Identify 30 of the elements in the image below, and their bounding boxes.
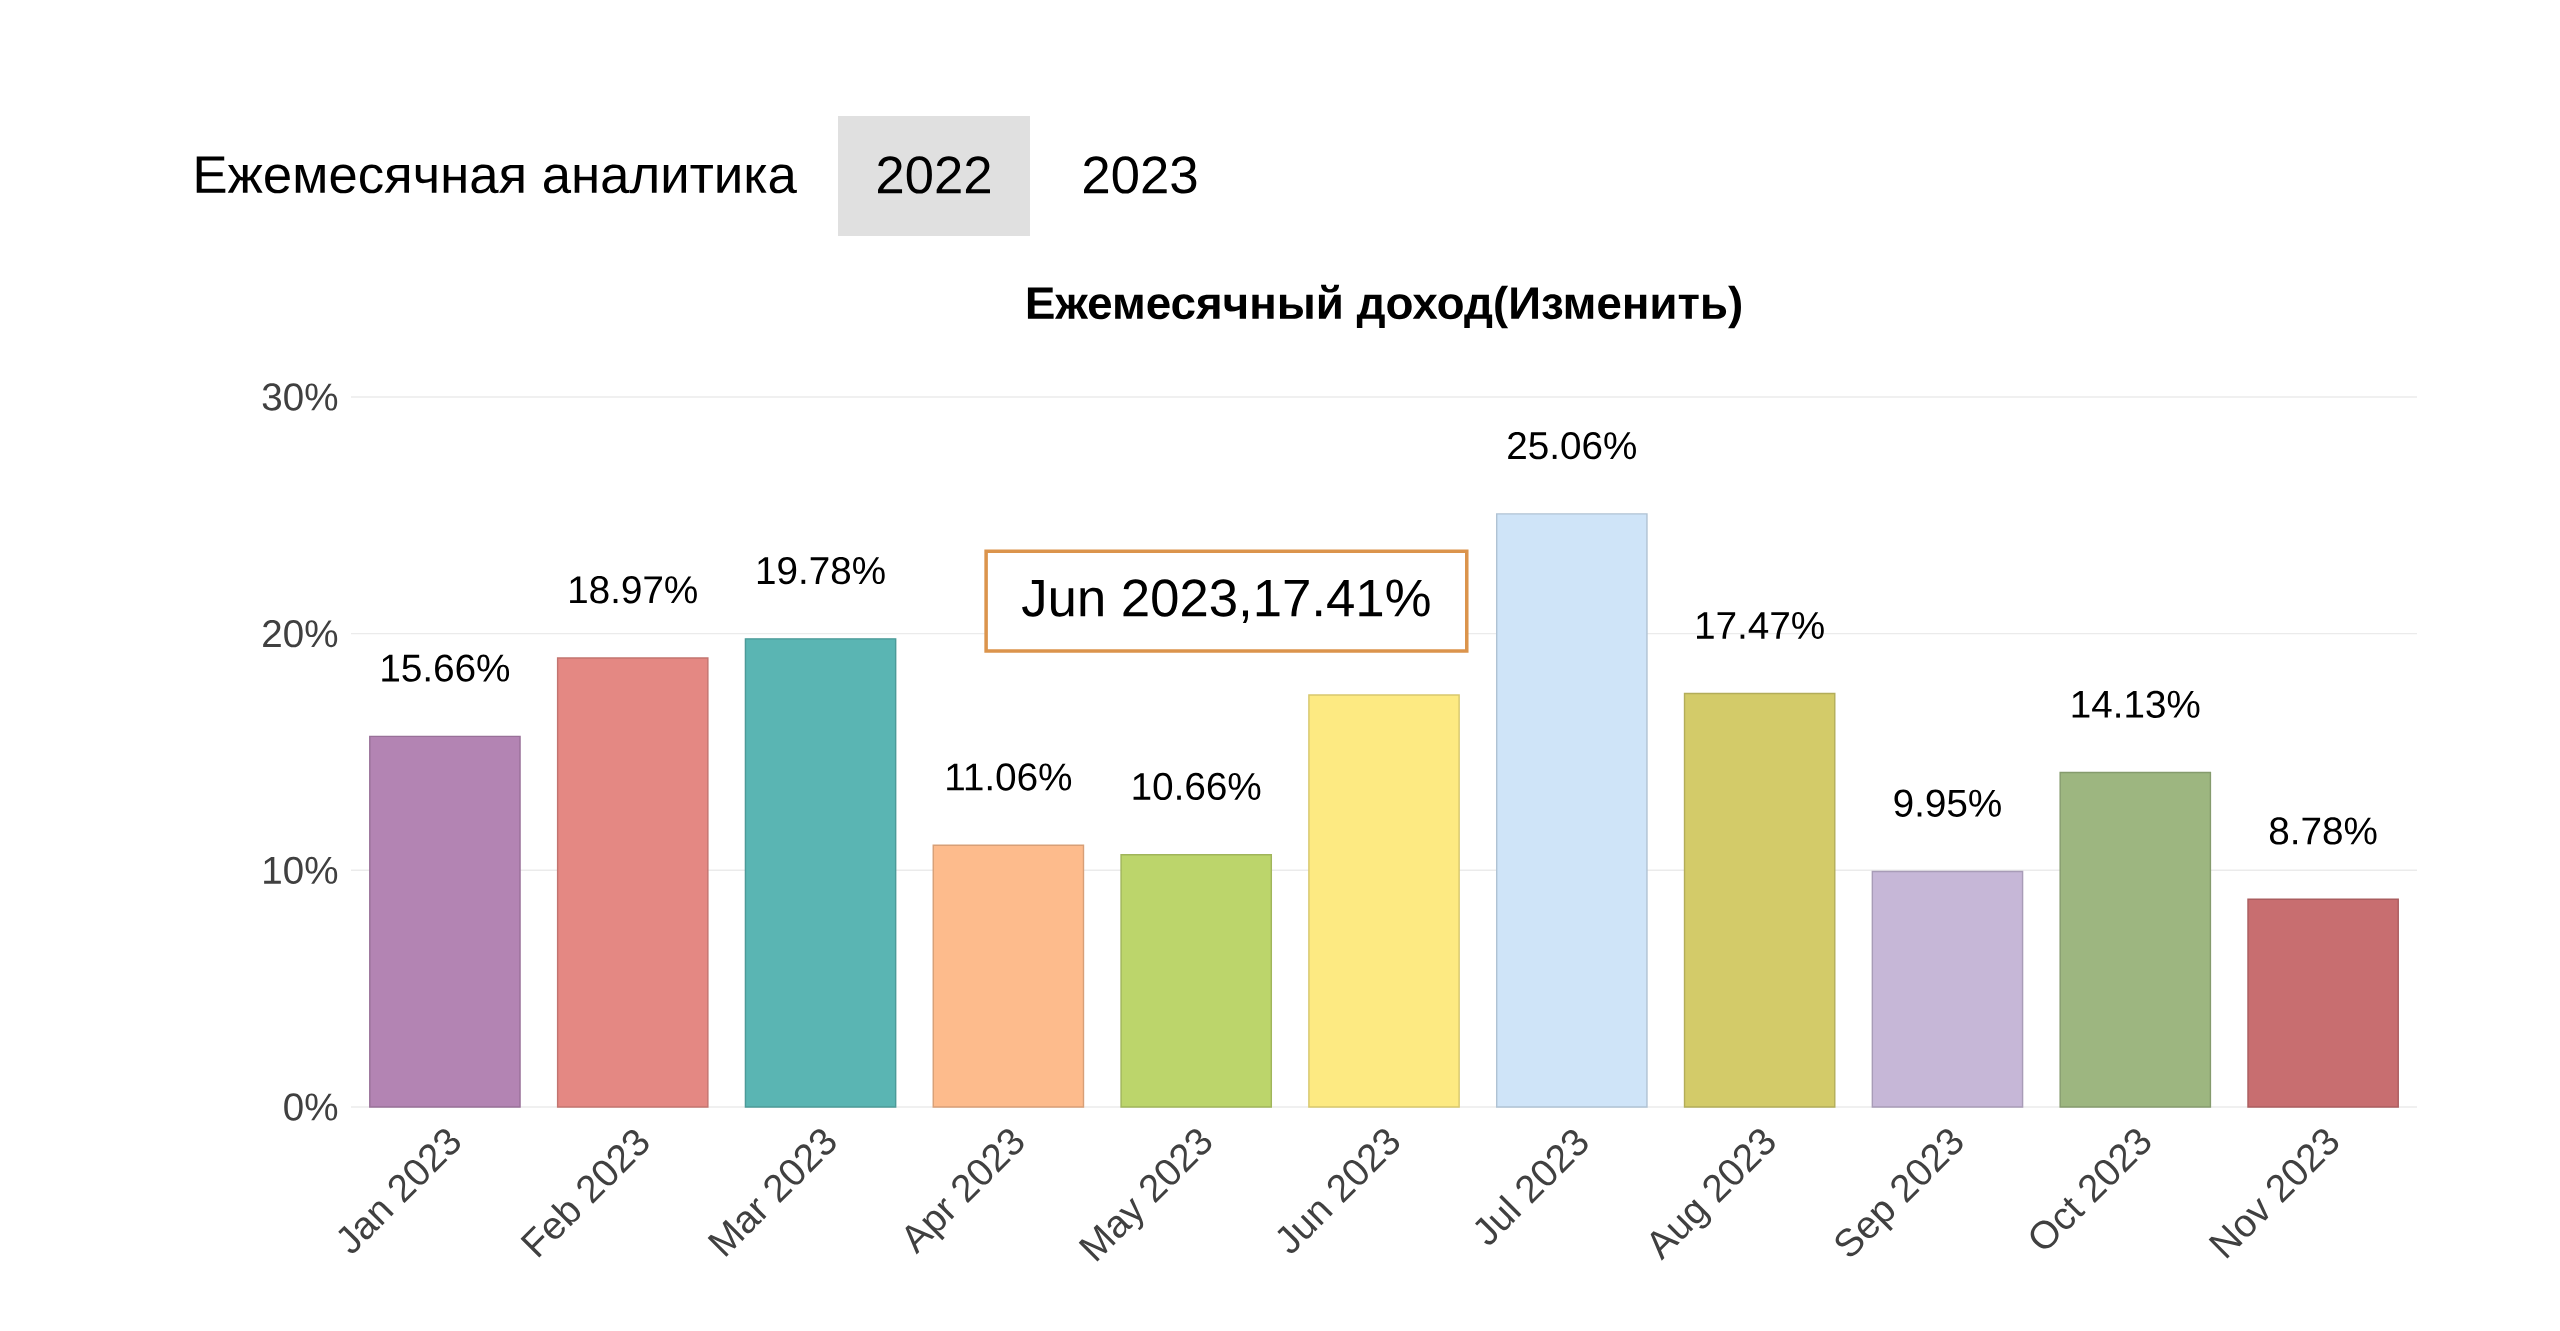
y-tick-label: 10% <box>264 856 338 885</box>
data-label: 18.97% <box>570 576 697 604</box>
text: 2023 <box>1084 156 1197 194</box>
bar <box>369 735 521 1108</box>
data-label: 9.95% <box>1894 789 2001 817</box>
bar <box>1308 694 1460 1108</box>
y-tick-label: 20% <box>263 620 338 648</box>
bar <box>744 638 897 1108</box>
bar <box>556 657 709 1108</box>
y-tick-label: 30% <box>262 383 338 411</box>
bar <box>2059 771 2212 1108</box>
bar <box>1871 870 2024 1108</box>
data-label: 11.06% <box>947 763 1072 791</box>
bar <box>2247 898 2399 1108</box>
data-label: 8.78% <box>2269 817 2377 845</box>
chart-title: Ежемесячный доход(Изменить) <box>1027 284 1741 329</box>
bar <box>1120 854 1273 1108</box>
data-label: 15.66% <box>382 654 510 682</box>
y-tick-label: 0% <box>284 1093 338 1121</box>
data-label: 19.78% <box>757 556 885 585</box>
data-label: 14.13% <box>2072 690 2200 718</box>
data-label: 10.66% <box>1133 772 1261 801</box>
bar <box>932 844 1085 1108</box>
text: Ежемесячная аналитика <box>196 156 797 194</box>
bar <box>1495 513 1648 1108</box>
bar <box>1683 692 1836 1108</box>
data-label: 25.06% <box>1508 431 1636 460</box>
annotation: Jun 2023,17.41% <box>1022 579 1430 623</box>
data-label: 17.47% <box>1697 611 1824 639</box>
text: 2022 <box>878 156 990 194</box>
